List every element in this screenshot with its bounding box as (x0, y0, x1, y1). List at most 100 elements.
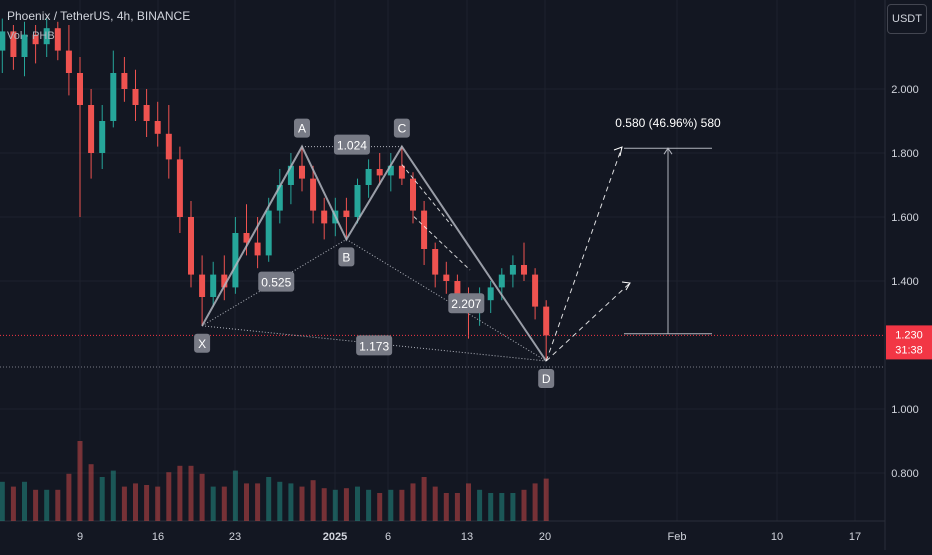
candle-body (299, 165, 305, 179)
projection-arrow-long (545, 146, 623, 362)
volume-bar (432, 486, 438, 521)
x-tick-label: 10 (771, 531, 783, 543)
pattern-point-b (338, 247, 355, 267)
candle-body (165, 133, 172, 160)
volume-bar (321, 488, 327, 521)
ratio-badge (333, 134, 370, 155)
pattern-point-a (294, 118, 310, 138)
candle-body (99, 121, 106, 153)
candle-body (254, 242, 261, 256)
volume-bar (33, 489, 39, 521)
volume-bar (332, 489, 338, 521)
volume-bar (477, 489, 483, 521)
candle-body (521, 265, 527, 275)
volume-bar (466, 483, 471, 521)
ratio-badge (448, 293, 485, 314)
volume-bar (199, 473, 205, 521)
pattern-point-label: D (542, 372, 551, 386)
y-tick-label: 1.800 (891, 148, 919, 160)
volume-bar (543, 478, 549, 521)
volume-bar (22, 481, 27, 521)
candle-body (310, 178, 317, 211)
projection-arrow (413, 216, 471, 271)
candle-body (454, 281, 461, 297)
volume-bar (144, 485, 150, 521)
volume-bar (377, 493, 383, 521)
volume-bar (366, 489, 372, 521)
candle-body (354, 185, 361, 217)
volume-bar (88, 464, 94, 521)
chart-title: Phoenix / TetherUS, 4h, BINANCE (7, 9, 191, 23)
volume-bar (188, 465, 194, 521)
x-tick-label: Feb (668, 531, 687, 543)
candle-body (154, 121, 161, 134)
candle-body (498, 274, 505, 288)
volume-bar (0, 481, 5, 521)
volume-bar (454, 493, 460, 521)
candle-body (210, 274, 217, 297)
projection-arrow (401, 164, 453, 227)
arrow-head (621, 281, 631, 291)
candle-body (121, 73, 128, 89)
volume-bar (166, 472, 172, 521)
candle-body (32, 34, 39, 45)
pattern-point-c (393, 118, 410, 138)
x-tick-label: 20 (539, 531, 551, 543)
volume-bar (221, 486, 227, 521)
volume-bar (310, 480, 316, 521)
candle-body (10, 31, 17, 57)
candle-body (376, 169, 383, 176)
volume-bar (532, 483, 538, 521)
pattern-point-label: X (198, 337, 206, 351)
ratio-label: 0.525 (261, 276, 291, 290)
candle-body (343, 210, 350, 217)
volume-bar (388, 489, 394, 521)
ratio-label: 1.173 (359, 339, 389, 353)
pattern-point-x (194, 333, 211, 353)
volume-bar (44, 489, 50, 521)
pattern-point-label: A (298, 122, 306, 136)
volume-bar (244, 483, 249, 521)
price-badge-countdown: 31:38 (895, 344, 923, 356)
candle-body (287, 165, 294, 185)
candle-body (188, 217, 194, 275)
volume-bar (399, 489, 405, 521)
candle-body (532, 274, 539, 307)
measure-label: 0.580 (46.96%) 580 (615, 116, 721, 130)
candle-body (110, 73, 117, 121)
price-badge (886, 325, 932, 360)
ratio-label: 1.024 (337, 139, 367, 153)
candle-body (0, 31, 6, 51)
currency-button[interactable]: USDT (887, 4, 927, 34)
volume-bar (443, 493, 449, 521)
candle-body (221, 274, 228, 288)
candle-body (443, 274, 450, 281)
candle-body (321, 210, 328, 224)
volume-bar (232, 470, 238, 521)
volume-bar (110, 470, 116, 521)
ratio-badge (356, 335, 393, 356)
volume-bar (66, 473, 72, 521)
volume-bar (343, 488, 349, 521)
ratio-label: 2.207 (451, 297, 481, 311)
measure-arrow-head (663, 147, 673, 155)
volume-bar (488, 493, 494, 521)
x-tick-label: 23 (229, 531, 241, 543)
candle-body (265, 210, 272, 256)
x-tick-label: 17 (849, 531, 861, 543)
candle-body (387, 165, 394, 176)
x-tick-label: 6 (385, 531, 391, 543)
volume-bar (99, 477, 105, 521)
volume-bar (421, 477, 427, 521)
volume-bar (510, 493, 516, 521)
candle-body (21, 34, 28, 57)
volume-bar (277, 481, 283, 521)
volume-bar (77, 441, 83, 521)
y-tick-label: 2.000 (891, 84, 919, 96)
ratio-badge (258, 271, 295, 292)
volume-bar (177, 465, 183, 521)
volume-bar (255, 483, 261, 521)
volume-bar (299, 486, 305, 521)
x-tick-label: 9 (77, 531, 83, 543)
